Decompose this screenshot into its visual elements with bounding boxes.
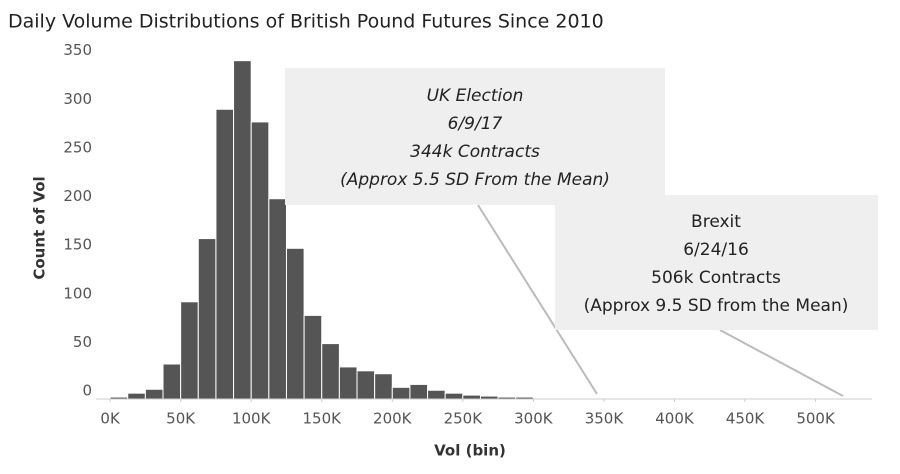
bar: [127, 392, 146, 400]
x-tick-label: 400K: [655, 410, 695, 428]
bar: [444, 392, 464, 400]
bar: [197, 238, 217, 400]
y-tick-label: 0: [82, 382, 92, 400]
bar: [391, 386, 411, 400]
x-tick-label: 350K: [585, 410, 625, 428]
annotation-text: UK Election: [427, 86, 524, 106]
x-tick-label: 500K: [796, 410, 836, 428]
annotation-text: 6/9/17: [448, 114, 503, 134]
annotation-box: [555, 195, 878, 330]
bar: [215, 108, 235, 400]
bar: [268, 198, 287, 400]
annotation-text: Brexit: [691, 212, 741, 232]
annotation-text: 344k Contracts: [410, 142, 540, 162]
bar: [356, 370, 376, 400]
leader-line: [719, 329, 844, 397]
bar: [409, 383, 429, 400]
bar: [180, 301, 199, 400]
x-axis-title: Vol (bin): [434, 442, 506, 460]
x-tick-label: 250K: [444, 410, 484, 428]
bar: [250, 121, 270, 400]
chart-title: Daily Volume Distributions of British Po…: [8, 11, 604, 33]
x-tick-label: 200K: [373, 410, 413, 428]
annotation-text: (Approx 5.5 SD From the Mean): [340, 170, 610, 190]
y-tick-label: 50: [73, 333, 92, 351]
annotation-text: 506k Contracts: [651, 268, 781, 288]
y-tick-label: 300: [63, 90, 92, 108]
y-tick-label: 200: [63, 187, 92, 205]
annotation-text: (Approx 9.5 SD from the Mean): [584, 296, 849, 316]
x-tick-label: 100K: [232, 410, 272, 428]
x-tick-label: 150K: [303, 410, 343, 428]
bar: [427, 389, 446, 400]
leader-line: [477, 204, 598, 395]
bar: [462, 394, 481, 400]
x-tick-label: 300K: [514, 410, 554, 428]
bar: [374, 373, 393, 400]
y-tick-label: 250: [63, 138, 92, 156]
bar: [321, 343, 340, 400]
annotation-box: [285, 68, 665, 205]
y-tick-label: 350: [63, 41, 92, 59]
y-tick-label: 100: [63, 284, 92, 302]
annotations: UK Election 6/9/17 344k Contracts (Approx 5…: [285, 68, 878, 397]
x-tick-label: 0K: [100, 410, 121, 428]
bar: [233, 60, 252, 400]
x-tick-label: 450K: [726, 410, 766, 428]
annotation-text: 6/24/16: [683, 240, 749, 260]
y-axis-title: Count of Vol: [31, 176, 49, 279]
x-tick-label: 50K: [166, 410, 196, 428]
bar: [285, 247, 305, 400]
y-tick-label: 150: [63, 236, 92, 254]
bar: [303, 314, 323, 400]
bar: [338, 366, 358, 400]
bar: [162, 363, 182, 400]
bar: [144, 388, 164, 400]
